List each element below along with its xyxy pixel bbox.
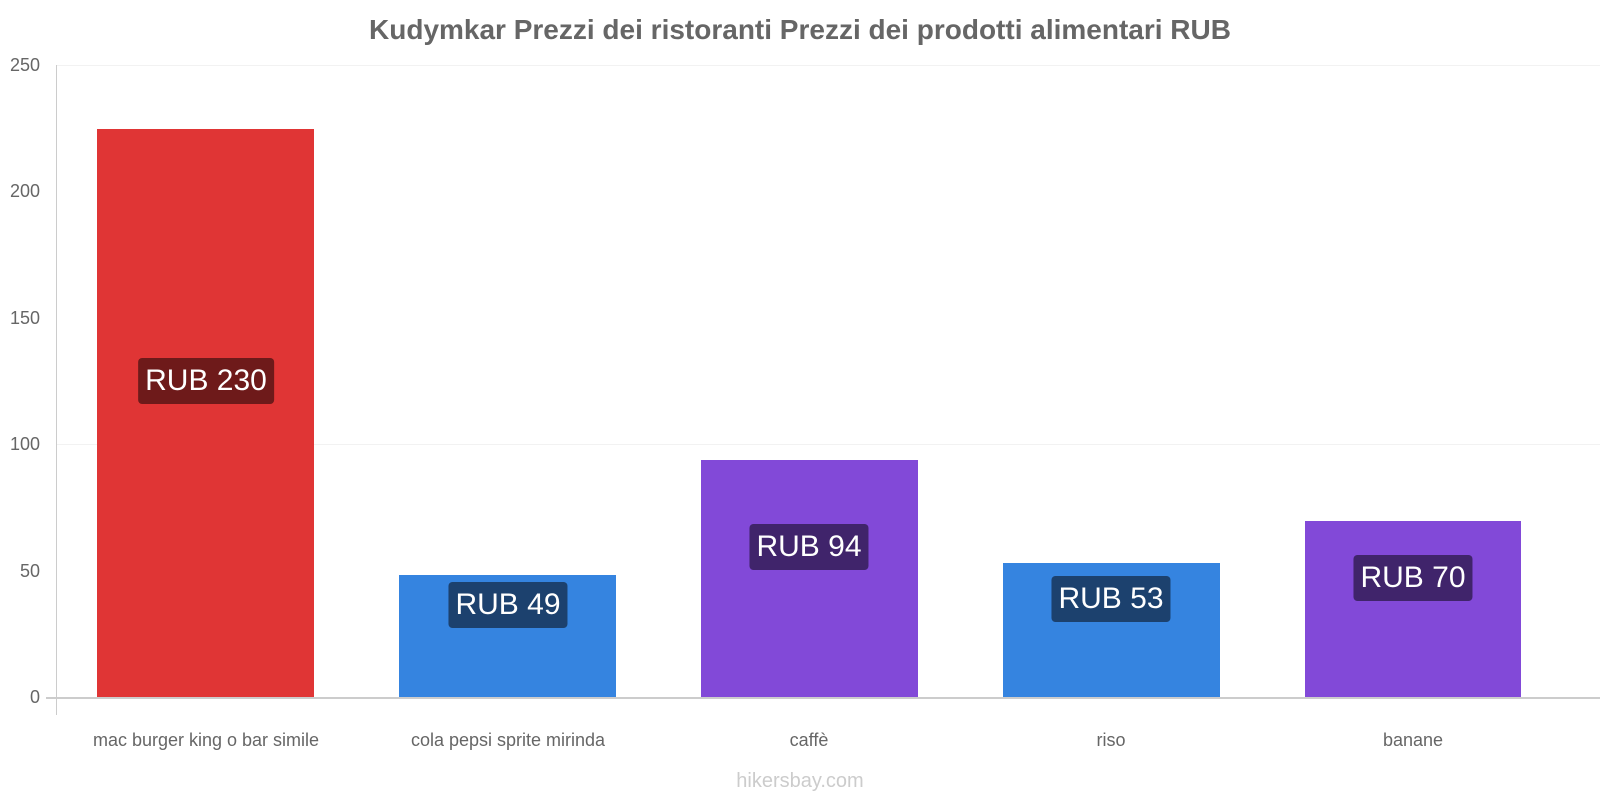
gridline <box>57 444 1600 445</box>
value-label: RUB 49 <box>448 582 568 628</box>
chart-title: Kudymkar Prezzi dei ristoranti Prezzi de… <box>369 14 1231 45</box>
x-tick-label: caffè <box>789 730 829 750</box>
y-axis <box>56 65 57 715</box>
value-label: RUB 53 <box>1051 576 1171 622</box>
y-tick: 0 <box>29 687 40 707</box>
y-tick: 150 <box>9 308 40 328</box>
value-label: RUB 70 <box>1353 555 1473 601</box>
x-tick-label: riso <box>1096 730 1126 750</box>
x-tick-label: mac burger king o bar simile <box>92 730 320 750</box>
bar[interactable] <box>1305 521 1521 697</box>
x-axis <box>46 697 1600 699</box>
x-tick-label: cola pepsi sprite mirinda <box>410 730 606 750</box>
x-tick-label: banane <box>1382 730 1444 750</box>
y-tick: 200 <box>9 181 40 201</box>
footer-watermark: hikersbay.com <box>736 770 864 792</box>
value-label: RUB 94 <box>749 524 869 570</box>
y-tick: 250 <box>9 55 40 75</box>
y-tick: 100 <box>9 434 40 454</box>
bar[interactable] <box>701 460 918 697</box>
bar[interactable] <box>97 129 314 697</box>
gridline <box>57 65 1600 66</box>
value-label: RUB 230 <box>138 358 274 404</box>
y-tick: 50 <box>19 561 40 581</box>
